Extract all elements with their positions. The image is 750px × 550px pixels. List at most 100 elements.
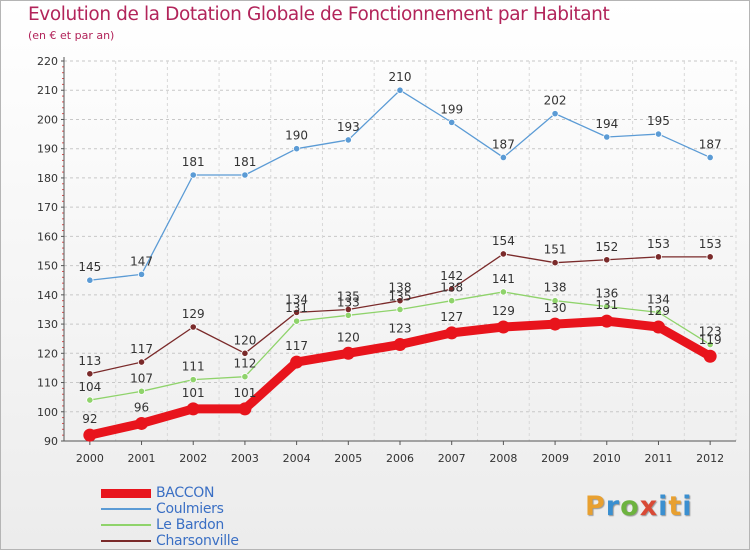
data-point-coulmiers	[654, 130, 663, 138]
data-point-charsonville	[293, 308, 301, 316]
data-point-coulmiers	[293, 145, 301, 153]
legend-swatch-le-bardon	[101, 524, 151, 526]
data-point-le-bardon	[396, 305, 404, 314]
data-point-coulmiers	[448, 118, 456, 126]
data-label-charsonville: 154	[492, 234, 515, 248]
data-point-coulmiers	[137, 270, 146, 278]
data-label-coulmiers: 181	[182, 155, 205, 169]
data-point-charsonville	[396, 297, 404, 305]
data-label-coulmiers: 147	[130, 254, 153, 268]
data-label-baccon: 101	[182, 386, 205, 400]
data-label-baccon: 130	[544, 301, 567, 315]
data-point-coulmiers	[241, 171, 249, 179]
data-point-baccon	[445, 326, 459, 340]
data-label-le-bardon: 135	[389, 289, 412, 303]
data-label-charsonville: 153	[647, 237, 670, 251]
data-point-baccon	[703, 349, 717, 363]
proxiti-logo: Proxiti	[585, 491, 693, 522]
data-label-charsonville: 142	[440, 269, 463, 283]
data-label-baccon: 117	[285, 339, 308, 353]
data-label-coulmiers: 210	[389, 70, 412, 84]
data-point-le-bardon	[241, 373, 249, 381]
data-point-baccon	[83, 428, 97, 442]
data-label-le-bardon: 111	[182, 360, 205, 374]
legend-swatch-coulmiers	[101, 508, 151, 510]
data-point-baccon	[651, 320, 665, 334]
data-point-charsonville	[706, 253, 714, 261]
data-label-coulmiers: 145	[78, 260, 101, 274]
legend-label-le-bardon: Le Bardon	[156, 517, 224, 533]
data-point-coulmiers	[706, 153, 714, 162]
legend-swatch-baccon	[101, 489, 151, 498]
data-label-baccon: 119	[699, 333, 722, 347]
data-point-le-bardon	[86, 396, 94, 404]
data-point-le-bardon	[189, 376, 197, 384]
data-point-le-bardon	[654, 308, 663, 316]
data-label-baccon: 120	[337, 330, 360, 344]
data-label-baccon: 129	[492, 304, 515, 318]
data-label-charsonville: 129	[182, 307, 205, 321]
data-point-baccon	[238, 402, 252, 416]
data-label-coulmiers: 194	[595, 117, 618, 131]
data-label-charsonville: 117	[130, 342, 153, 356]
x-tick-label: 2012	[696, 452, 724, 465]
x-tick-label: 2007	[438, 452, 466, 465]
data-label-charsonville: 138	[389, 281, 412, 295]
data-label-le-bardon: 138	[544, 281, 567, 295]
x-tick-label: 2001	[128, 452, 156, 465]
data-label-baccon: 131	[595, 298, 618, 312]
chart-title: Evolution de la Dotation Globale de Fonc…	[28, 4, 610, 25]
x-tick-label: 2004	[283, 452, 311, 465]
data-label-coulmiers: 195	[647, 114, 670, 128]
data-label-charsonville: 153	[699, 237, 722, 251]
data-point-charsonville	[499, 250, 507, 258]
data-point-baccon	[341, 346, 355, 360]
data-label-le-bardon: 136	[595, 287, 618, 301]
data-label-le-bardon: 131	[285, 301, 308, 315]
data-label-le-bardon: 141	[492, 272, 515, 286]
data-label-baccon: 123	[389, 322, 412, 336]
data-point-le-bardon	[137, 387, 146, 395]
data-point-coulmiers	[344, 136, 352, 144]
data-point-le-bardon	[344, 311, 352, 319]
y-tick-label: 210	[37, 84, 58, 97]
y-tick-label: 140	[37, 289, 58, 302]
x-tick-label: 2006	[386, 452, 414, 465]
data-label-layer: 92 96 101 101 117 120 123 127 129 130 131 129 119 145…	[78, 70, 721, 426]
data-label-charsonville: 120	[233, 333, 256, 347]
data-point-charsonville	[448, 285, 456, 293]
data-label-coulmiers: 187	[492, 137, 515, 151]
data-label-le-bardon: 123	[699, 325, 722, 339]
data-label-coulmiers: 199	[440, 102, 463, 116]
data-point-le-bardon	[603, 302, 611, 311]
data-point-baccon	[600, 314, 614, 328]
data-label-le-bardon: 112	[233, 357, 256, 371]
y-tick-label: 200	[37, 113, 58, 126]
series-layer	[83, 86, 717, 442]
data-label-charsonville: 151	[544, 243, 567, 257]
data-point-baccon	[186, 402, 200, 416]
y-tick-label: 110	[37, 377, 58, 390]
y-tick-label: 190	[37, 143, 58, 156]
y-tick-label: 90	[44, 435, 58, 448]
y-tick-label: 220	[37, 55, 58, 68]
data-label-charsonville: 134	[285, 292, 308, 306]
data-label-le-bardon: 107	[130, 371, 153, 385]
data-label-baccon: 127	[440, 310, 463, 324]
data-label-le-bardon: 133	[337, 295, 360, 309]
data-point-le-bardon	[499, 288, 507, 296]
legend-label-baccon: BACCON	[156, 485, 215, 501]
x-tick-label: 2003	[231, 452, 259, 465]
data-point-baccon	[135, 416, 149, 430]
data-point-coulmiers	[86, 276, 94, 284]
data-point-baccon	[548, 317, 562, 331]
data-label-charsonville: 152	[595, 240, 618, 254]
data-point-le-bardon	[448, 297, 456, 305]
y-tick-label: 120	[37, 347, 58, 360]
data-label-coulmiers: 187	[699, 137, 722, 151]
x-tick-label: 2010	[593, 452, 621, 465]
x-tick-label: 2008	[489, 452, 517, 465]
data-label-baccon: 129	[647, 304, 670, 318]
